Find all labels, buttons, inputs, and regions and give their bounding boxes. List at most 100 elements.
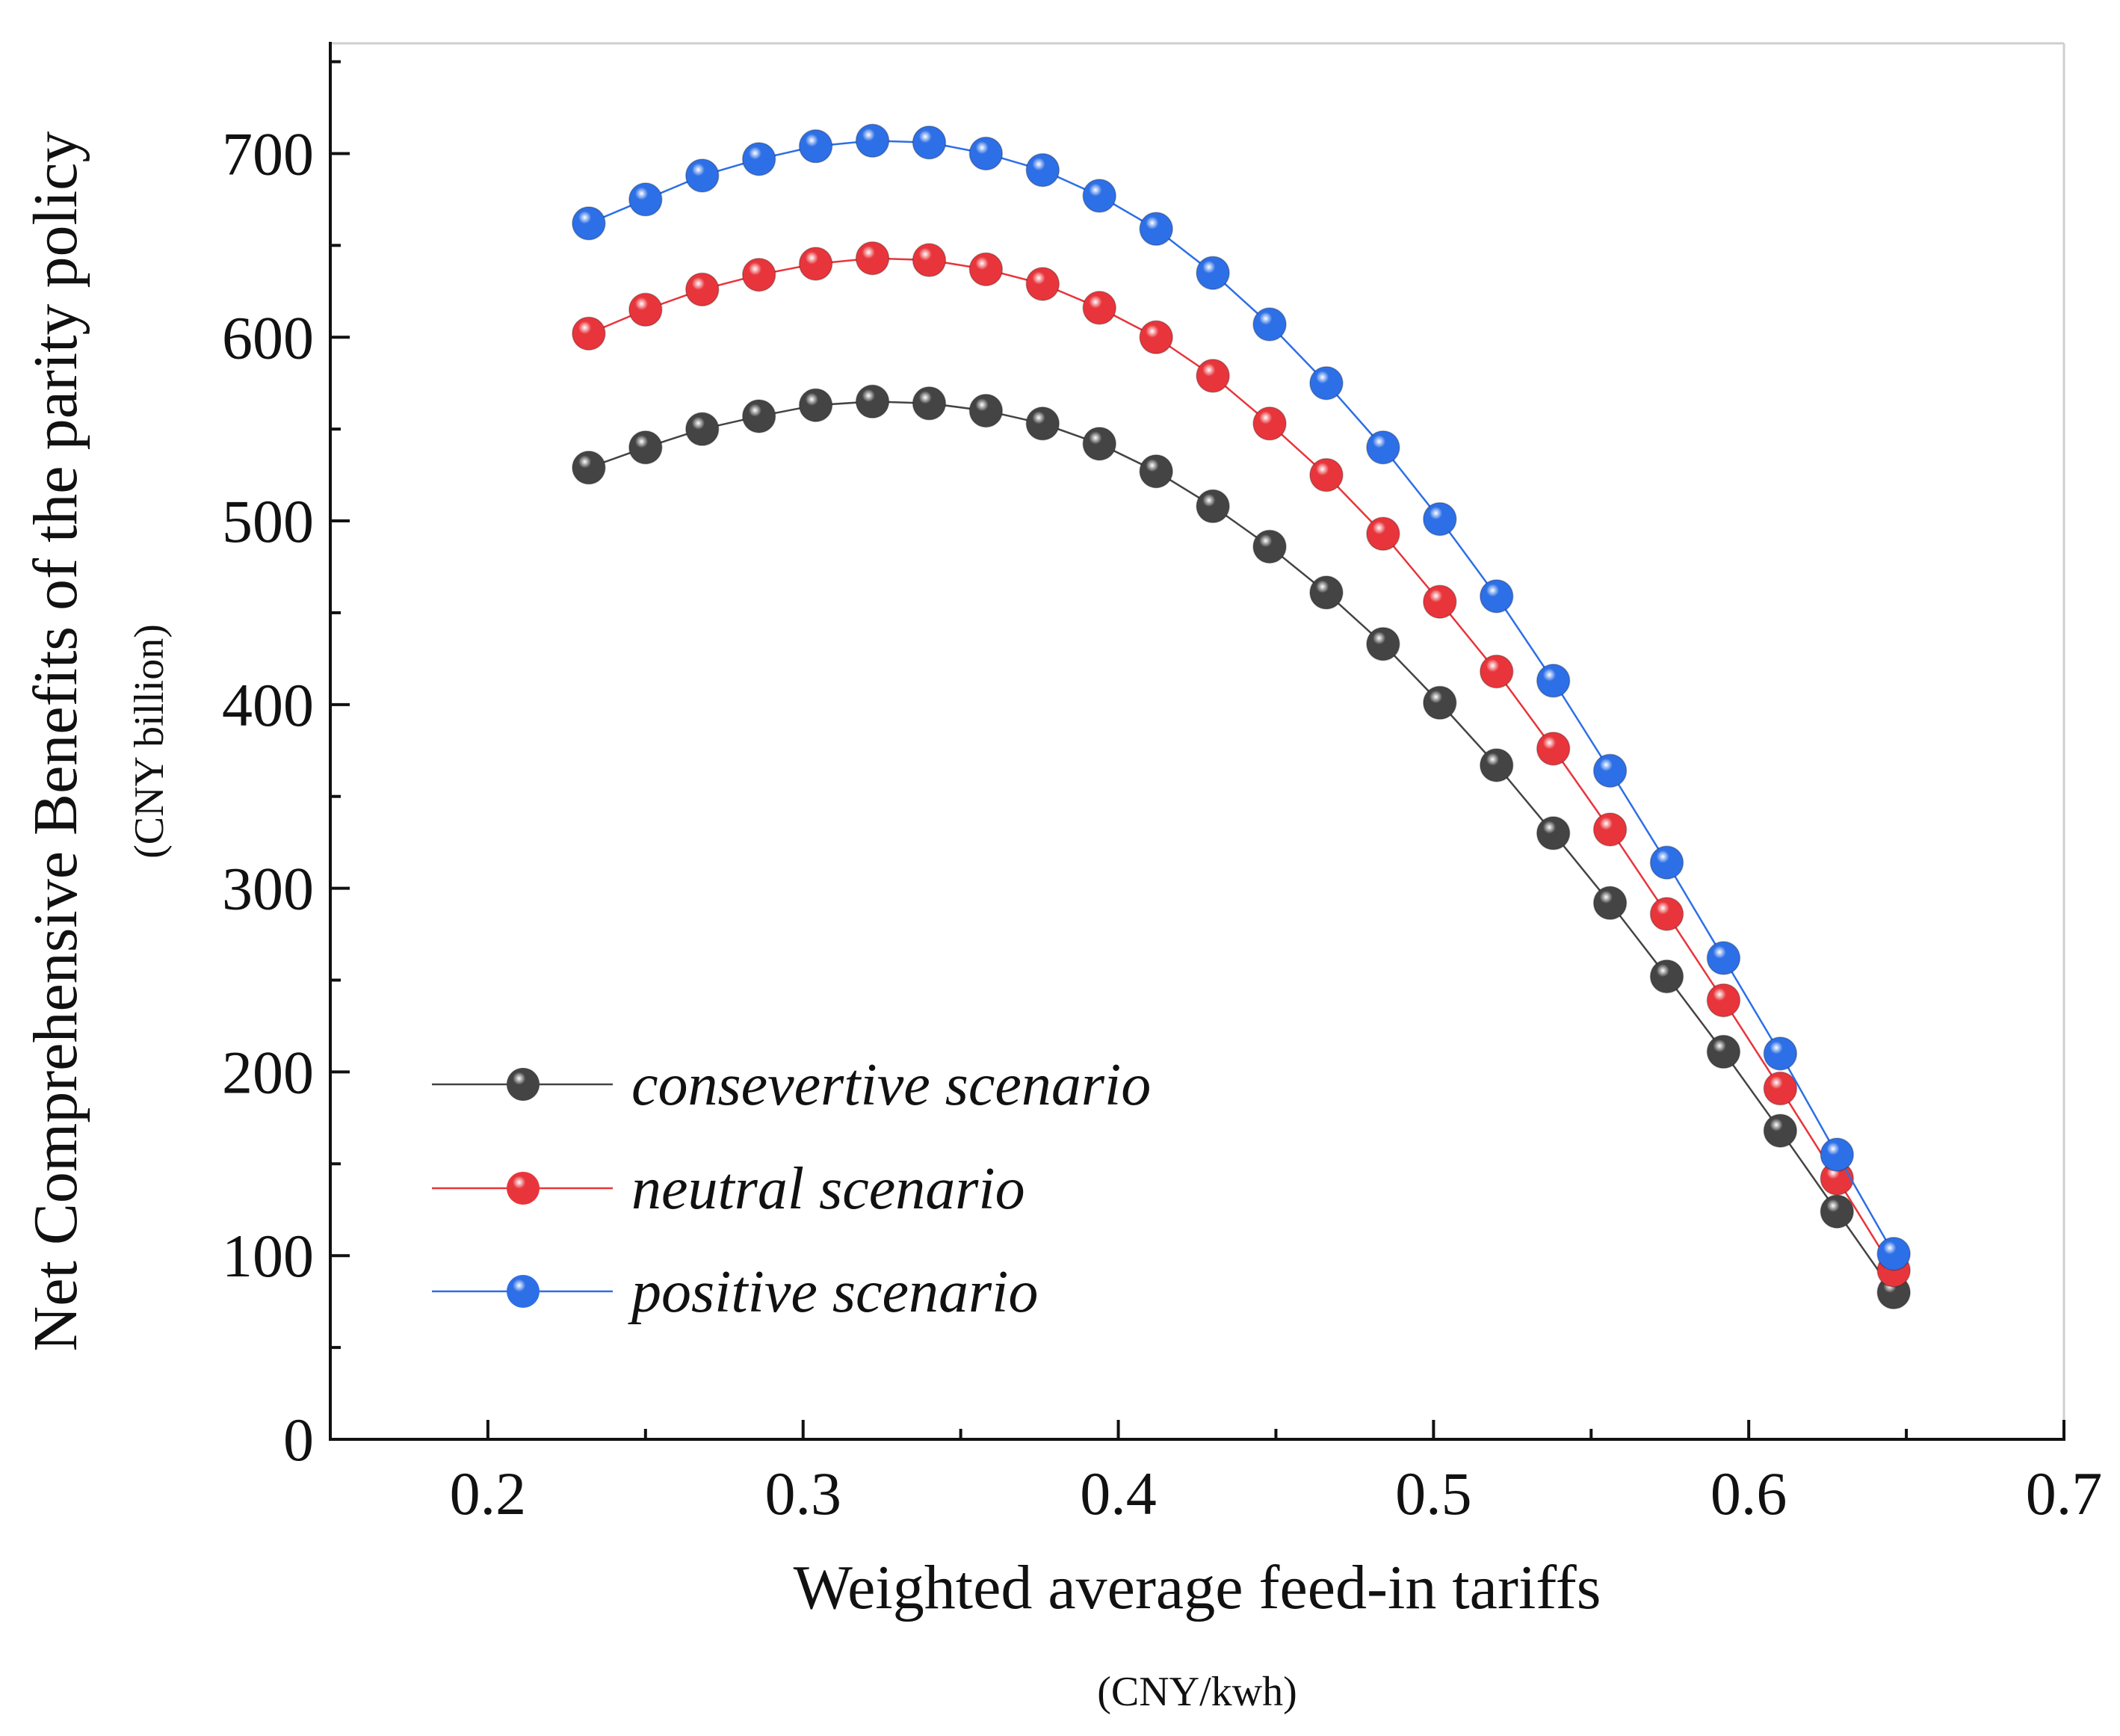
y-tick-label: 200 [222, 1038, 314, 1106]
data-point [855, 384, 890, 419]
data-point [912, 243, 947, 277]
data-point [1706, 941, 1741, 975]
data-point [912, 386, 947, 421]
data-point [1025, 152, 1060, 188]
data-point [628, 182, 663, 217]
data-point [1706, 1034, 1741, 1069]
data-point [741, 257, 776, 292]
data-point [684, 158, 720, 193]
series-neutral [572, 241, 1911, 1288]
data-point [1139, 320, 1173, 355]
series-positive [572, 123, 1911, 1271]
data-point [1876, 1237, 1911, 1271]
x-tick-label: 0.2 [450, 1459, 527, 1528]
legend-item-positive: positive scenario [432, 1259, 1038, 1325]
data-point [1479, 654, 1514, 689]
x-tick-label: 0.6 [1710, 1459, 1787, 1528]
data-point [1196, 359, 1230, 393]
data-point [628, 292, 663, 327]
data-point [1536, 816, 1571, 850]
x-axis-title: Weighted average feed-in tariffs [794, 1553, 1601, 1622]
data-point [741, 399, 776, 433]
y-axis-title: Net Comprehensive Benefits of the parity… [21, 132, 90, 1352]
series-conservative [572, 384, 1911, 1310]
data-point [1479, 748, 1514, 782]
data-point [1252, 307, 1287, 342]
data-point [1763, 1071, 1798, 1106]
legend: consevertive scenario neutral scenario p… [432, 1052, 1151, 1325]
data-point [1082, 179, 1116, 213]
data-point [968, 252, 1004, 287]
data-point [1820, 1137, 1855, 1172]
plot-frame [329, 42, 2065, 1441]
legend-label-neutral: neutral scenario [631, 1156, 1025, 1222]
data-point [1082, 427, 1116, 461]
y-tick-label: 600 [222, 303, 314, 371]
y-tick-label: 100 [222, 1222, 314, 1290]
data-point [1592, 886, 1628, 921]
data-point [1366, 626, 1400, 661]
data-point [1082, 291, 1116, 325]
data-point [684, 412, 720, 446]
data-point [572, 451, 606, 485]
series-line [588, 257, 1895, 1271]
data-point [968, 393, 1004, 428]
data-point [855, 241, 890, 276]
data-point [1366, 516, 1400, 552]
y-tick-label: 700 [222, 120, 314, 188]
data-point [1309, 365, 1344, 401]
legend-label-conservative: consevertive scenario [631, 1052, 1151, 1118]
data-point [968, 136, 1004, 171]
data-point [1196, 489, 1230, 524]
legend-marker-positive [507, 1275, 540, 1308]
data-point [798, 247, 833, 281]
data-point [798, 129, 833, 164]
data-point [1592, 812, 1628, 847]
x-tick-label: 0.7 [2026, 1459, 2103, 1528]
data-point [1252, 407, 1287, 441]
data-point [1763, 1037, 1798, 1071]
data-point [912, 125, 947, 160]
legend-item-conservative: consevertive scenario [432, 1052, 1151, 1118]
data-point [1763, 1113, 1798, 1148]
data-point [741, 142, 776, 176]
data-point [1706, 983, 1741, 1018]
legend-label-positive: positive scenario [628, 1259, 1038, 1325]
y-tick-label: 0 [283, 1406, 314, 1474]
data-point [572, 206, 606, 241]
x-tick-label: 0.5 [1395, 1459, 1472, 1528]
data-point [1025, 267, 1060, 301]
data-point [1649, 845, 1684, 880]
legend-marker-neutral [507, 1172, 540, 1205]
series-layer [572, 123, 1911, 1310]
data-point [1139, 211, 1173, 246]
data-point [798, 388, 833, 422]
data-point [572, 316, 606, 351]
y-tick-label: 500 [222, 487, 314, 555]
data-point [1536, 664, 1571, 698]
data-point [855, 123, 890, 158]
data-point [1423, 685, 1457, 720]
data-point [1025, 407, 1060, 441]
data-point [1366, 430, 1400, 465]
data-point [1479, 579, 1514, 614]
data-point [1139, 454, 1173, 489]
data-point [1536, 732, 1571, 766]
data-point [1309, 575, 1344, 610]
data-point [1252, 529, 1287, 564]
x-axis-ticks: 0.2 0.3 0.4 0.5 0.6 0.7 [329, 1420, 2103, 1528]
data-point [1649, 897, 1684, 931]
data-point [684, 272, 720, 307]
data-point [1649, 959, 1684, 994]
y-axis-unit: (CNY billion) [126, 624, 173, 859]
y-tick-label: 400 [222, 671, 314, 739]
x-tick-label: 0.3 [764, 1459, 841, 1528]
data-point [1820, 1194, 1855, 1229]
legend-marker-conservative [507, 1068, 540, 1101]
x-axis-unit: (CNY/kwh) [1097, 1669, 1297, 1715]
data-point [1592, 753, 1628, 788]
data-point [1309, 457, 1344, 492]
y-axis-ticks: 0 100 200 300 400 500 600 700 [222, 60, 350, 1474]
data-point [628, 430, 663, 465]
